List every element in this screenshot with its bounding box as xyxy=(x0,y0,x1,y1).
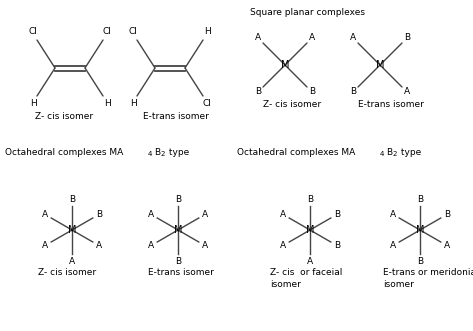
Text: B: B xyxy=(175,257,181,265)
Text: Cl: Cl xyxy=(129,27,138,36)
Text: type: type xyxy=(166,148,189,157)
Text: 2: 2 xyxy=(161,151,166,157)
Text: Z- cis isomer: Z- cis isomer xyxy=(263,100,321,109)
Text: H: H xyxy=(130,100,136,109)
Text: B: B xyxy=(350,87,356,97)
Text: Z- cis isomer: Z- cis isomer xyxy=(35,112,93,121)
Text: B: B xyxy=(404,33,410,42)
Text: M: M xyxy=(281,60,289,70)
Text: B: B xyxy=(154,148,160,157)
Text: A: A xyxy=(309,33,315,42)
Text: A: A xyxy=(148,241,154,250)
Text: A: A xyxy=(202,210,208,219)
Text: isomer: isomer xyxy=(383,280,414,289)
Text: A: A xyxy=(307,257,313,265)
Text: E-trans or meridonial: E-trans or meridonial xyxy=(383,268,473,277)
Text: E-trans isomer: E-trans isomer xyxy=(143,112,209,121)
Text: A: A xyxy=(96,241,102,250)
Text: A: A xyxy=(255,33,261,42)
Text: A: A xyxy=(148,210,154,219)
Text: 4: 4 xyxy=(380,151,385,157)
Text: M: M xyxy=(416,225,424,235)
Text: E-trans isomer: E-trans isomer xyxy=(148,268,214,277)
Text: B: B xyxy=(334,241,340,250)
Text: Octahedral complexes MA: Octahedral complexes MA xyxy=(237,148,355,157)
Text: A: A xyxy=(202,241,208,250)
Text: type: type xyxy=(398,148,421,157)
Text: A: A xyxy=(69,257,75,265)
Text: H: H xyxy=(30,100,36,109)
Text: B: B xyxy=(96,210,102,219)
Text: Z- cis isomer: Z- cis isomer xyxy=(38,268,96,277)
Text: H: H xyxy=(203,27,210,36)
Text: Z- cis  or faceial: Z- cis or faceial xyxy=(270,268,342,277)
Text: A: A xyxy=(390,210,396,219)
Text: Square planar complexes: Square planar complexes xyxy=(250,8,365,17)
Text: A: A xyxy=(42,241,48,250)
Text: B: B xyxy=(334,210,340,219)
Text: 2: 2 xyxy=(393,151,397,157)
Text: B: B xyxy=(386,148,392,157)
Text: Cl: Cl xyxy=(28,27,37,36)
Text: B: B xyxy=(417,257,423,265)
Text: A: A xyxy=(404,87,410,97)
Text: A: A xyxy=(444,241,450,250)
Text: B: B xyxy=(417,195,423,204)
Text: M: M xyxy=(68,225,76,235)
Text: Cl: Cl xyxy=(103,27,112,36)
Text: A: A xyxy=(280,241,286,250)
Text: A: A xyxy=(350,33,356,42)
Text: B: B xyxy=(255,87,261,97)
Text: H: H xyxy=(104,100,110,109)
Text: M: M xyxy=(174,225,182,235)
Text: A: A xyxy=(280,210,286,219)
Text: Octahedral complexes MA: Octahedral complexes MA xyxy=(5,148,123,157)
Text: B: B xyxy=(69,195,75,204)
Text: M: M xyxy=(306,225,314,235)
Text: Cl: Cl xyxy=(202,100,211,109)
Text: A: A xyxy=(42,210,48,219)
Text: E-trans isomer: E-trans isomer xyxy=(358,100,424,109)
Text: B: B xyxy=(175,195,181,204)
Text: B: B xyxy=(307,195,313,204)
Text: B: B xyxy=(309,87,315,97)
Text: M: M xyxy=(376,60,384,70)
Text: isomer: isomer xyxy=(270,280,301,289)
Text: 4: 4 xyxy=(148,151,152,157)
Text: A: A xyxy=(390,241,396,250)
Text: B: B xyxy=(444,210,450,219)
